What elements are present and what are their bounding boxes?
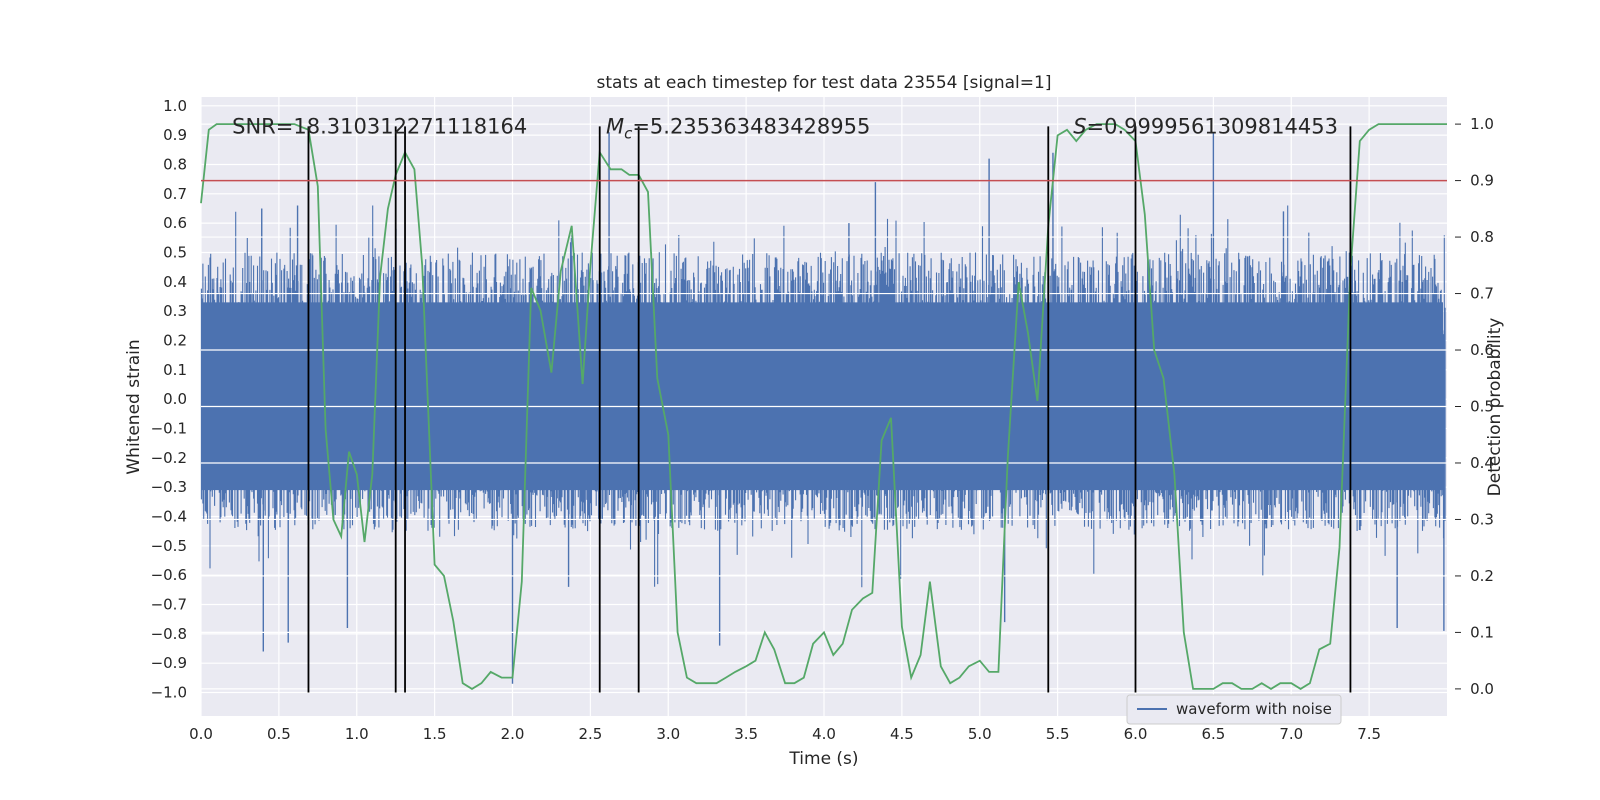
- x-tick-label: 4.5: [890, 725, 914, 743]
- x-tick-label: 5.5: [1046, 725, 1070, 743]
- x-tick-label: 6.5: [1201, 725, 1225, 743]
- y2-tick-label: 0.6: [1470, 341, 1494, 359]
- y-tick-label: 0.1: [163, 361, 187, 379]
- x-tick-label: 6.0: [1124, 725, 1148, 743]
- y2-tick-label: 0.1: [1470, 623, 1494, 641]
- y-tick-label: 0.6: [163, 214, 187, 232]
- legend-box: [1126, 694, 1342, 725]
- y-tick-label: 0.7: [163, 185, 187, 203]
- x-tick-label: 3.5: [734, 725, 758, 743]
- annotations: SNR=18.310312271118164 Mc=5.2353634834289…: [232, 114, 1338, 142]
- x-tick-label: 1.0: [345, 725, 369, 743]
- legend: waveform with noise: [1126, 694, 1342, 725]
- waveform-core: [201, 302, 1443, 491]
- annotation-2: S=0.9999561309814453: [1073, 114, 1338, 138]
- probability-series: [200, 123, 1447, 690]
- x-tick-label: 3.0: [656, 725, 680, 743]
- x-tick-label: 4.0: [812, 725, 836, 743]
- x-tick-label: 7.0: [1279, 725, 1303, 743]
- y2-tick-label: 0.5: [1470, 398, 1494, 416]
- y-tick-label: −0.7: [151, 596, 187, 614]
- x-tick-label: 2.0: [501, 725, 525, 743]
- x-tick-label: 7.5: [1357, 725, 1381, 743]
- x-tick-label: 0.5: [267, 725, 291, 743]
- y-tick-label: 0.4: [163, 273, 187, 291]
- chart-title: stats at each timestep for test data 235…: [597, 73, 1052, 93]
- y2-ticks: 1.0 0.9 0.8 0.7 0.6 0.5 0.4 0.3 0.2 0.1 0.0: [1455, 115, 1494, 698]
- y2-grid: [201, 123, 1447, 690]
- y-tick-label: 0.2: [163, 331, 187, 349]
- legend-label: waveform with noise: [1176, 700, 1332, 718]
- y-tick-label: −0.8: [151, 625, 187, 643]
- y-tick-label: −0.4: [151, 508, 187, 526]
- x-tick-label: 1.5: [423, 725, 447, 743]
- x-tick-label: 2.5: [578, 725, 602, 743]
- y-tick-label: −0.6: [151, 566, 187, 584]
- x-axis-label: Time (s): [788, 749, 858, 769]
- y-tick-label: −0.2: [151, 449, 187, 467]
- y2-tick-label: 0.0: [1470, 680, 1494, 698]
- y-tick-label: 0.5: [163, 243, 187, 261]
- y-ticks: 1.0 0.9 0.8 0.7 0.6 0.5 0.4 0.3 0.2 0.1 0.0 −0.1 −0.…: [151, 97, 187, 702]
- y-tick-label: −0.9: [151, 654, 187, 672]
- y-tick-label: −0.3: [151, 478, 187, 496]
- y2-tick-label: 0.2: [1470, 567, 1494, 585]
- y-tick-label: −0.5: [151, 537, 187, 555]
- y2-tick-label: 0.9: [1470, 172, 1494, 190]
- x-tick-label: 5.0: [968, 725, 992, 743]
- y-tick-label: 0.9: [163, 126, 187, 144]
- y2-axis-label: Detection probability: [1485, 318, 1505, 497]
- y2-tick-label: 0.3: [1470, 510, 1494, 528]
- y2-tick-label: 0.7: [1470, 285, 1494, 303]
- vertical-markers: [307, 126, 1352, 693]
- y-axis-label: Whitened strain: [124, 339, 144, 474]
- y-tick-label: 1.0: [163, 97, 187, 115]
- x-tick-label: 0.0: [189, 725, 213, 743]
- y-tick-label: −0.1: [151, 420, 187, 438]
- probability-line: [200, 123, 1447, 690]
- annotation-0: SNR=18.310312271118164: [232, 114, 527, 138]
- y-tick-label: −1.0: [151, 684, 187, 702]
- y2-tick-label: 0.8: [1470, 228, 1494, 246]
- x-ticks: 0.0 0.5 1.0 1.5 2.0 2.5 3.0 3.5 4.0 4.5 5.0 5.5 6.0 6…: [189, 725, 1381, 743]
- y2-tick-label: 0.4: [1470, 454, 1494, 472]
- y2-tick-label: 1.0: [1470, 115, 1494, 133]
- annotation-1: Mc=5.235363483428955: [606, 114, 870, 142]
- y-tick-label: 0.3: [163, 302, 187, 320]
- waveform-series: [200, 132, 1446, 684]
- y-tick-label: 0.8: [163, 155, 187, 173]
- y-tick-label: 0.0: [163, 390, 187, 408]
